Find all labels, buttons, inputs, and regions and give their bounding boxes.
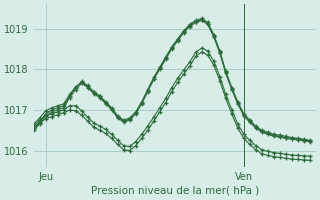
X-axis label: Pression niveau de la mer( hPa ): Pression niveau de la mer( hPa ) bbox=[91, 186, 259, 196]
